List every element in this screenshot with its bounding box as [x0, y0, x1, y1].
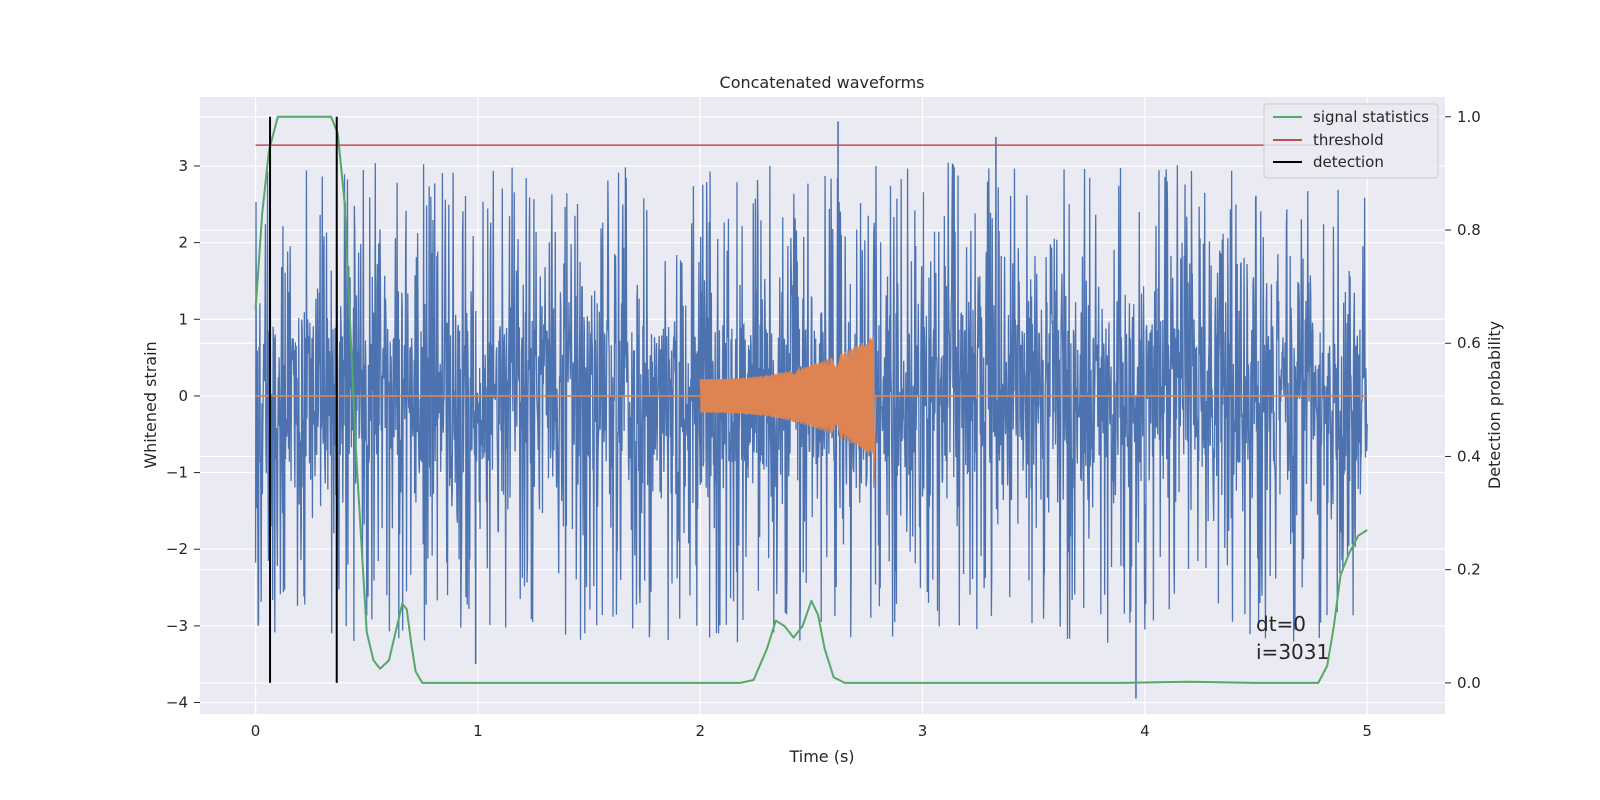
y-axis-label: Whitened strain	[141, 341, 160, 468]
y-tick-label: −1	[166, 464, 188, 482]
legend-label-signal-statistics: signal statistics	[1313, 108, 1429, 126]
legend-label-threshold: threshold	[1313, 131, 1384, 149]
chart-title: Concatenated waveforms	[720, 73, 925, 92]
statistics-series	[254, 115, 1368, 684]
y-tick-label: −4	[166, 694, 188, 712]
x-axis-label: Time (s)	[788, 747, 854, 766]
x-tick-label: 3	[918, 722, 928, 740]
legend: signal statistics threshold detection	[1263, 103, 1439, 179]
y-tick-label: −2	[166, 540, 188, 558]
annotation-i: i=3031	[1256, 640, 1329, 664]
x-tick-label: 2	[695, 722, 705, 740]
y2-tick-label: 0.0	[1457, 674, 1481, 692]
y2-tick-label: 0.6	[1457, 334, 1481, 352]
x-tick-label: 0	[251, 722, 261, 740]
legend-label-detection: detection	[1313, 153, 1384, 171]
y2-axis-label: Detection probability	[1485, 321, 1504, 489]
y2-tick-label: 1.0	[1457, 108, 1481, 126]
annotation-block: dt=0 i=3031	[1256, 612, 1329, 664]
template-series	[255, 337, 1368, 488]
y2-tick-label: 0.2	[1457, 561, 1481, 579]
y-tick-label: 1	[178, 310, 188, 328]
x-tick-label: 4	[1140, 722, 1150, 740]
y-tick-label: 3	[178, 157, 188, 175]
legend-box	[1263, 103, 1439, 179]
y-tick-label: 2	[178, 234, 188, 252]
x-tick-label: 5	[1362, 722, 1372, 740]
strain-line	[254, 162, 1368, 643]
y2-axis-ticks: 0.0 0.2 0.4 0.6 0.8 1.0	[1445, 108, 1481, 692]
y-axis-ticks: −4 −3 −2 −1 0 1 2 3	[166, 157, 200, 712]
y2-tick-label: 0.8	[1457, 221, 1481, 239]
x-tick-label: 1	[473, 722, 483, 740]
annotation-dt: dt=0	[1256, 612, 1306, 636]
y2-tick-label: 0.4	[1457, 447, 1481, 465]
template-chirp	[699, 337, 877, 488]
y-tick-label: −3	[166, 617, 188, 635]
y-tick-label: 0	[178, 387, 188, 405]
x-axis-ticks: 0 1 2 3 4 5	[251, 722, 1372, 740]
strain-series	[254, 121, 1368, 699]
